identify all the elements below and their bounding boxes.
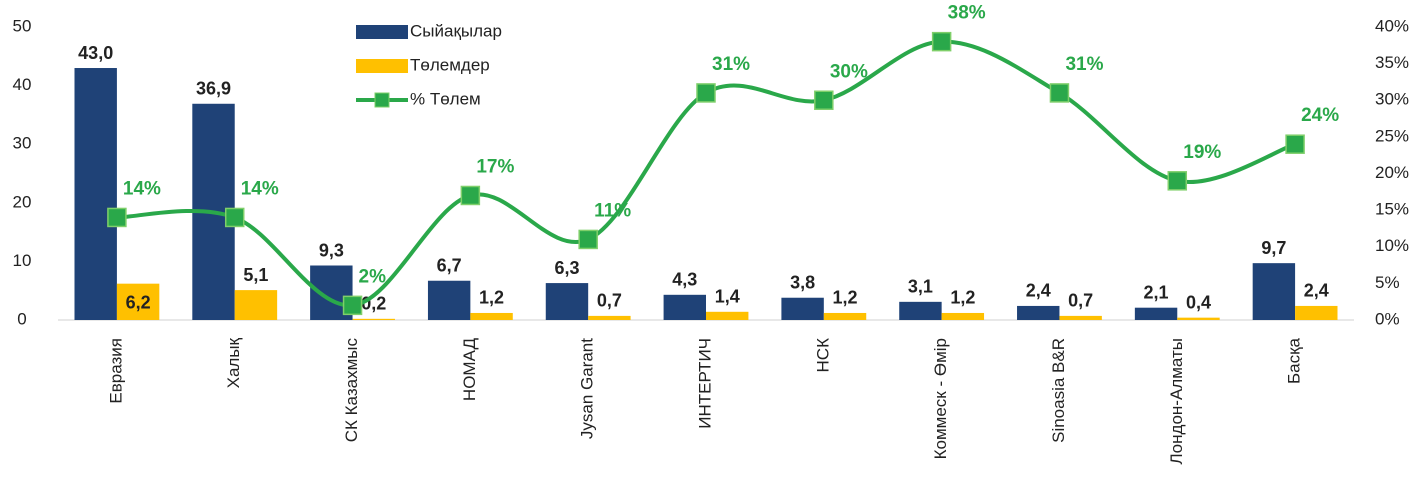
y2-tick-label: 15%: [1375, 200, 1409, 219]
y2-tick-label: 5%: [1375, 273, 1400, 292]
y2-tick-label: 20%: [1375, 163, 1409, 182]
data-label: 30%: [830, 61, 868, 82]
data-label: 4,3: [672, 270, 697, 290]
data-label: 1,2: [833, 288, 858, 308]
line-marker: [107, 207, 127, 228]
x-tick-label: Халық: [224, 337, 243, 388]
bar: [899, 301, 942, 320]
data-label: 14%: [241, 178, 279, 199]
x-tick-label: Лондон-Алматы: [1167, 338, 1186, 464]
data-label: 9,3: [319, 240, 344, 260]
data-label: 6,2: [126, 293, 151, 313]
data-label: 6,3: [554, 258, 579, 278]
bar: [663, 294, 706, 320]
x-tick-label: НОМАД: [460, 338, 479, 402]
bar: [1177, 317, 1220, 320]
data-label: 11%: [594, 200, 631, 221]
line-marker: [696, 83, 716, 103]
bar: [234, 290, 278, 320]
bar: [74, 68, 117, 321]
data-label: 0,7: [1068, 291, 1093, 311]
y2-tick-label: 10%: [1375, 236, 1409, 255]
y2-tick-label: 40%: [1375, 16, 1409, 35]
data-label: 6,7: [437, 255, 462, 275]
y-tick-label: 40: [13, 75, 32, 94]
data-label: 5,1: [243, 265, 268, 285]
data-label: 17%: [476, 156, 514, 177]
data-label: 3,1: [908, 277, 933, 297]
data-label: 0,7: [597, 291, 622, 311]
legend-swatch: [374, 92, 390, 108]
y-tick-label: 0: [17, 309, 26, 328]
y-tick-label: 50: [13, 16, 32, 35]
x-tick-label: Басқа: [1285, 337, 1304, 384]
bar: [1295, 305, 1338, 320]
data-label: 31%: [1065, 54, 1103, 75]
x-tick-label: СК Казахмыс: [342, 338, 361, 443]
legend-label: % Төлем: [410, 89, 481, 108]
legend-swatch: [356, 25, 408, 39]
bar: [352, 318, 395, 320]
data-label: 0,4: [1186, 292, 1211, 312]
bar: [781, 297, 824, 320]
x-tick-label: Коммеск - Өмір: [931, 338, 950, 459]
data-label: 24%: [1301, 105, 1339, 126]
y-tick-label: 10: [13, 251, 32, 270]
data-label: 3,8: [790, 272, 815, 292]
data-label: 14%: [123, 178, 161, 199]
bar: [1134, 307, 1178, 320]
data-label: 2,1: [1144, 282, 1169, 302]
data-label: 1,4: [715, 287, 740, 307]
y-tick-label: 20: [13, 192, 32, 211]
x-tick-label: Jysan Garant: [578, 338, 597, 439]
legend-label: Төлемдер: [410, 55, 490, 74]
data-label: 19%: [1183, 142, 1221, 163]
line-marker: [342, 295, 363, 316]
line: [116, 39, 1296, 308]
x-tick-label: НСК: [813, 338, 832, 373]
bar: [823, 312, 867, 320]
data-label: 2,4: [1026, 281, 1051, 301]
y2-tick-label: 0%: [1375, 309, 1400, 328]
line-marker: [578, 229, 598, 250]
legend-label: Сыйақылар: [410, 21, 502, 40]
line-marker: [1049, 83, 1070, 103]
bar: [1059, 315, 1102, 320]
bar: [427, 280, 471, 320]
x-tick-label: ИНТЕРТИЧ: [695, 338, 714, 429]
bar: [941, 312, 985, 320]
y2-tick-label: 35%: [1375, 53, 1409, 72]
bar: [706, 311, 749, 320]
data-label: 1,2: [950, 288, 975, 308]
bar: [470, 312, 513, 320]
y2-tick-label: 30%: [1375, 90, 1409, 109]
data-label: 31%: [712, 54, 750, 75]
bar: [1017, 305, 1060, 320]
bar: [116, 283, 160, 320]
line-marker: [1285, 134, 1305, 154]
bar: [545, 283, 589, 320]
x-tick-label: Евразия: [106, 338, 125, 404]
line-marker: [460, 185, 481, 206]
line-marker: [931, 31, 952, 52]
data-label: 1,2: [479, 288, 504, 308]
line-marker: [224, 207, 245, 228]
data-label: 2,4: [1304, 281, 1329, 301]
y2-tick-label: 25%: [1375, 126, 1409, 145]
data-label: 36,9: [196, 79, 231, 99]
x-tick-label: Sinoasia B&R: [1049, 338, 1068, 443]
y-tick-label: 30: [13, 134, 32, 153]
data-label: 38%: [948, 3, 986, 24]
legend-swatch: [356, 59, 408, 73]
data-label: 43,0: [78, 43, 113, 63]
bar: [588, 315, 631, 320]
line-marker: [1167, 171, 1188, 191]
data-label: 2%: [359, 266, 387, 287]
line-marker: [814, 90, 834, 110]
data-label: 9,7: [1261, 238, 1286, 258]
bar: [1252, 263, 1296, 320]
